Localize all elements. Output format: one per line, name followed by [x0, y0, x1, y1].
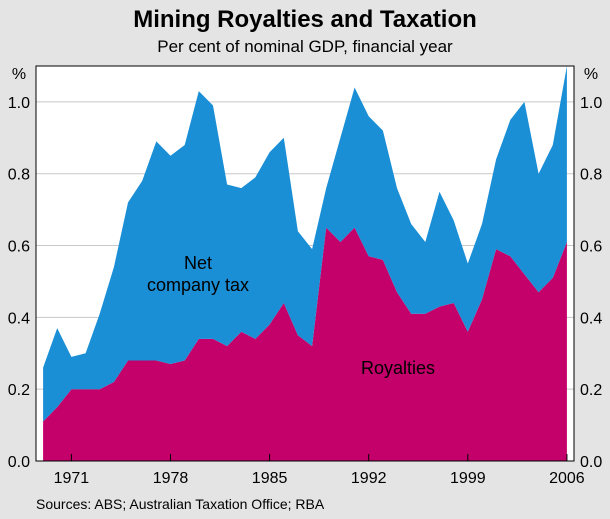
- y-tick-label-right: 0.8: [580, 167, 602, 184]
- royalties-label: Royalties: [361, 358, 435, 378]
- series-area-royalties: [43, 227, 567, 461]
- y-tick-label-left: 0.0: [8, 454, 30, 471]
- chart-subtitle: Per cent of nominal GDP, financial year: [157, 37, 453, 56]
- y-tick-label-right: 0.2: [580, 382, 602, 399]
- y-tick-label-right: 0.4: [580, 310, 602, 327]
- net-company-tax-label-line2: company tax: [147, 275, 249, 295]
- plot-border: [35, 65, 575, 462]
- tick-layer: 0.0 0.0 0.2 0.2 0.4 0.4 0.6 0.6 0.8 0.8 1.0 1.0 1971…: [8, 95, 603, 487]
- y-tick-label-right: 0.6: [580, 239, 602, 256]
- y-tick-label-left: 0.6: [8, 239, 30, 256]
- x-tick-label: 1985: [252, 470, 288, 487]
- y-axis-unit-left: %: [12, 66, 26, 83]
- source-note: Sources: ABS; Australian Taxation Office…: [36, 496, 325, 512]
- x-tick-label: 1971: [54, 470, 90, 487]
- y-tick-label-left: 0.2: [8, 382, 30, 399]
- x-tick-label: 2006: [549, 470, 585, 487]
- area-layer: [43, 66, 567, 461]
- y-tick-label-right: 1.0: [580, 95, 602, 112]
- x-tick-label: 1978: [153, 470, 189, 487]
- y-tick-label-left: 0.4: [8, 310, 30, 327]
- y-tick-label-left: 1.0: [8, 95, 30, 112]
- y-tick-label-left: 0.8: [8, 167, 30, 184]
- x-tick-label: 1999: [450, 470, 486, 487]
- y-tick-label-right: 0.0: [580, 454, 602, 471]
- series-area-net-company-tax: [43, 66, 567, 422]
- y-axis-unit-right: %: [584, 66, 598, 83]
- net-company-tax-label-line1: Net: [184, 253, 212, 273]
- x-tick-label: 1992: [351, 470, 387, 487]
- chart-title: Mining Royalties and Taxation: [133, 6, 477, 33]
